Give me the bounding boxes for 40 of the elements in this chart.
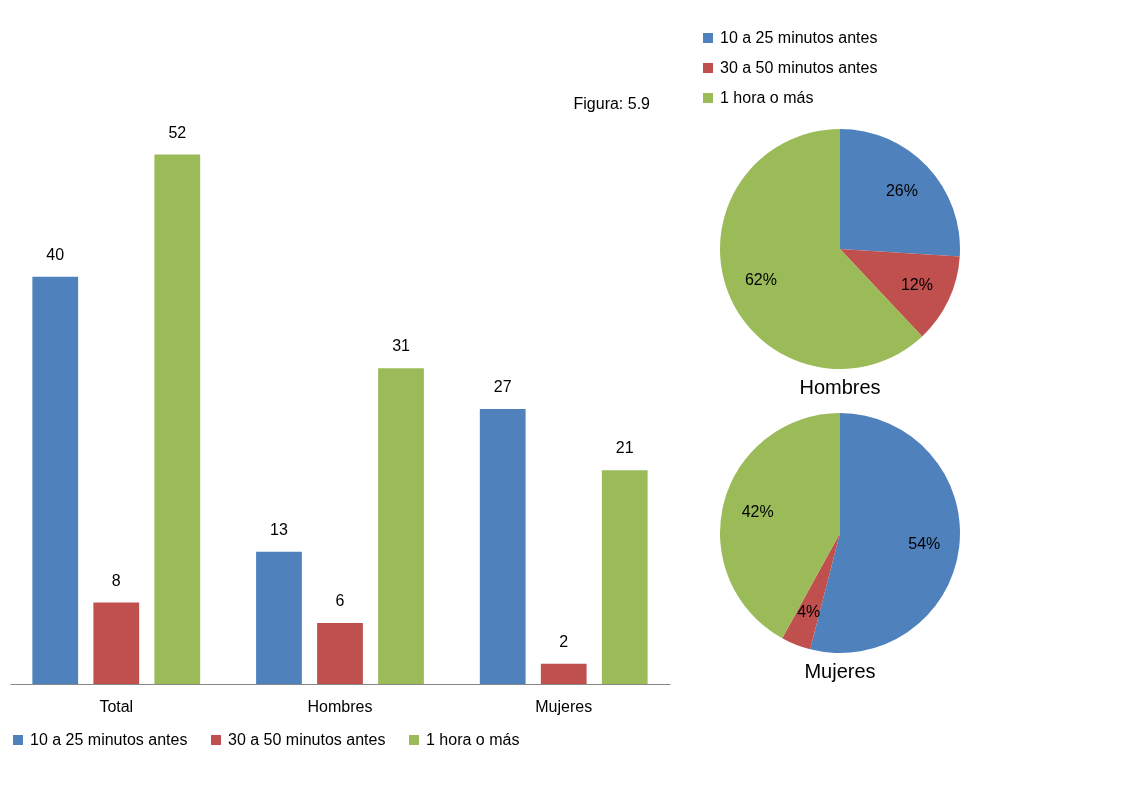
text: Hombres <box>799 376 881 398</box>
data-label: 31 <box>392 337 411 355</box>
x-tick-label: Mujeres <box>535 697 593 715</box>
legend-label: 1 hora o más <box>720 89 814 106</box>
legend-label: 10 a 25 minutos antes <box>30 731 188 748</box>
bar <box>601 470 648 684</box>
data-label: 6 <box>335 591 345 609</box>
bar <box>540 663 587 684</box>
bar <box>479 409 526 684</box>
data-label: 13 <box>270 520 288 538</box>
bar <box>378 368 424 684</box>
data-label: 27 <box>493 378 512 396</box>
data-label: 52 <box>168 123 187 141</box>
pie-slice <box>720 413 840 639</box>
data-label: 21 <box>615 439 634 457</box>
data-label: 8 <box>111 571 121 589</box>
data-label: 12% <box>900 276 933 294</box>
bar <box>32 276 79 684</box>
text: Mujeres <box>804 660 876 682</box>
bar <box>93 602 140 684</box>
legend-label: 1 hora o más <box>426 731 520 748</box>
bar <box>256 551 302 684</box>
data-label: 4% <box>797 603 821 621</box>
x-tick-label: Hombres <box>307 697 373 715</box>
legend-label: 30 a 50 minutos antes <box>228 731 386 748</box>
data-label: 42% <box>741 502 774 520</box>
pie-slice <box>840 249 960 337</box>
x-tick-label: Total <box>99 697 134 715</box>
data-label: 26% <box>885 181 918 199</box>
bar <box>154 154 201 684</box>
pie-slice <box>782 533 840 650</box>
data-label: 40 <box>46 245 65 263</box>
legend-label: 10 a 25 minutos antes <box>720 29 878 46</box>
bar <box>317 622 363 684</box>
legend-label: 30 a 50 minutos antes <box>720 59 878 76</box>
pie-slice <box>840 129 960 257</box>
data-label: 54% <box>908 534 941 552</box>
data-label: 62% <box>744 271 777 289</box>
data-label: 2 <box>559 632 569 650</box>
text: Figura: 5.9 <box>573 95 651 112</box>
